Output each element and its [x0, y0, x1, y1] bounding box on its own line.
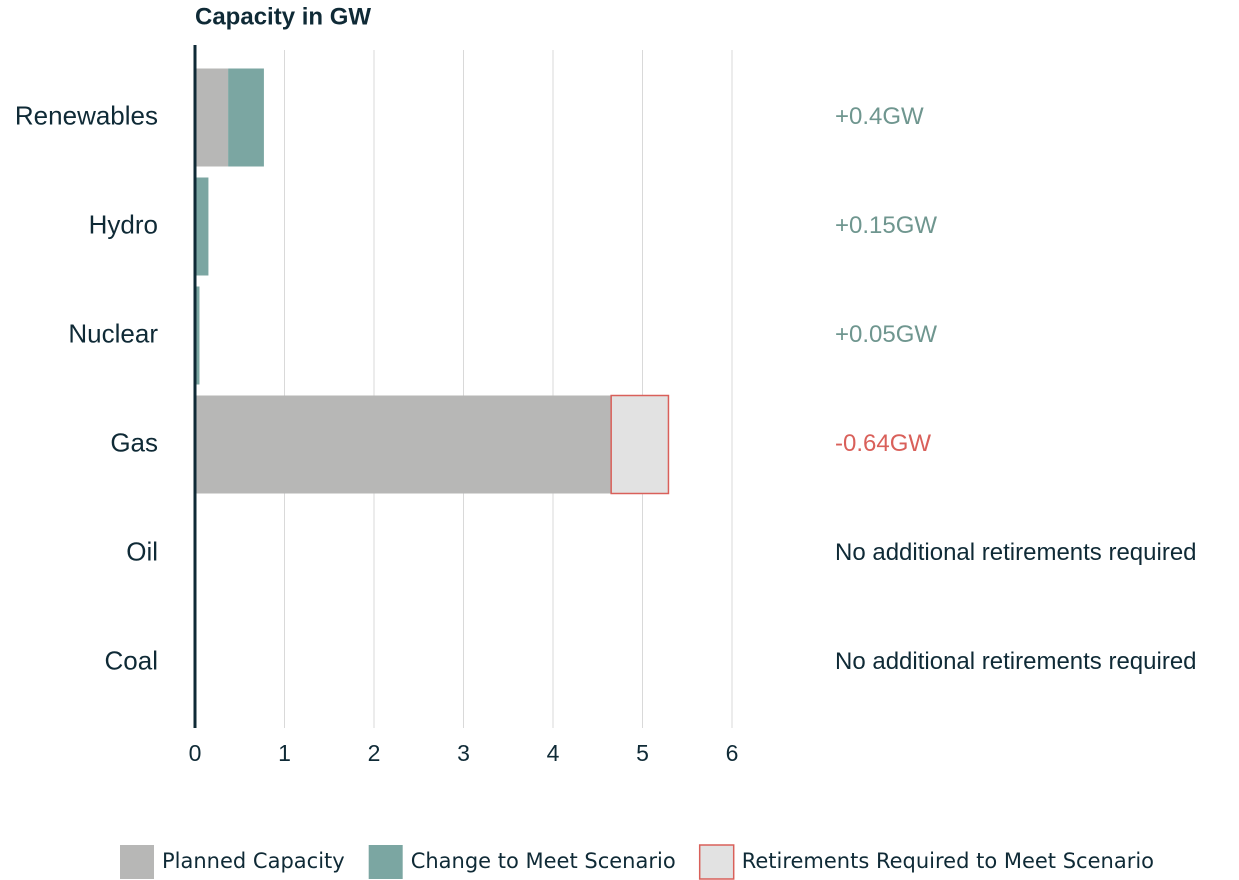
y-tick-label: Oil — [126, 536, 158, 566]
bar-segment — [195, 68, 229, 167]
x-tick-label: 2 — [368, 740, 381, 766]
legend-label: Planned Capacity — [162, 849, 345, 873]
x-tick-label: 5 — [636, 740, 649, 766]
legend-swatch — [368, 845, 403, 879]
x-tick-label: 6 — [726, 740, 739, 766]
bar-segment — [610, 394, 670, 495]
x-tick-label: 4 — [547, 740, 560, 766]
y-tick-label: Hydro — [89, 209, 158, 239]
chart-title: Capacity in GW — [195, 3, 371, 30]
legend-label: Change to Meet Scenario — [411, 849, 676, 873]
annotation: +0.05GW — [835, 321, 937, 348]
bar-segment — [195, 395, 612, 494]
y-tick-label: Nuclear — [68, 318, 158, 348]
annotation: -0.64GW — [835, 430, 931, 457]
annotation: +0.4GW — [835, 103, 924, 130]
y-tick-label: Renewables — [15, 100, 158, 130]
bar-segment — [228, 68, 264, 167]
legend-label: Retirements Required to Meet Scenario — [742, 849, 1154, 873]
y-tick-label: Coal — [105, 645, 158, 675]
legend-swatch — [698, 844, 735, 880]
bar-segment — [195, 177, 209, 276]
x-tick-label: 1 — [278, 740, 291, 766]
annotation: +0.15GW — [835, 212, 937, 239]
x-tick-label: 0 — [189, 740, 202, 766]
x-tick-label: 3 — [457, 740, 470, 766]
annotation: No additional retirements required — [835, 648, 1197, 675]
bar-segment — [195, 286, 200, 385]
annotation: No additional retirements required — [835, 539, 1197, 566]
y-tick-label: Gas — [110, 427, 158, 457]
legend-swatch — [120, 845, 154, 879]
